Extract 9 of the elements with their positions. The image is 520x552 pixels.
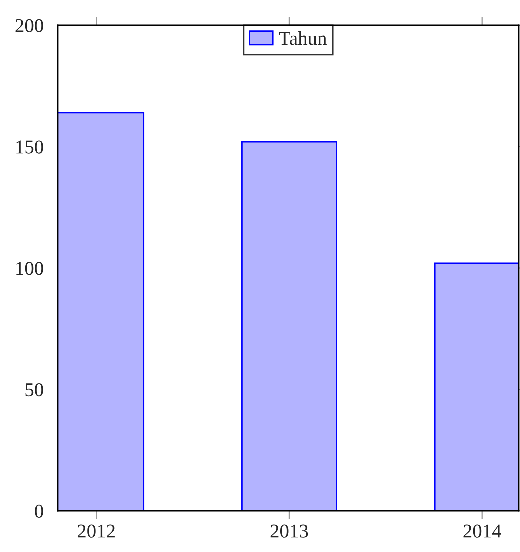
legend-label: Tahun <box>279 31 327 46</box>
x-tick-label: 2014 <box>464 524 502 538</box>
x-tick-label: 2012 <box>78 524 115 538</box>
y-tick-label: 0 <box>35 504 44 518</box>
y-tick-label: 50 <box>26 383 44 397</box>
y-tick-label: 100 <box>16 262 44 276</box>
y-tick-label: 150 <box>16 140 44 154</box>
x-tick-label: 2013 <box>270 524 308 538</box>
y-tick-label: 200 <box>16 19 44 32</box>
